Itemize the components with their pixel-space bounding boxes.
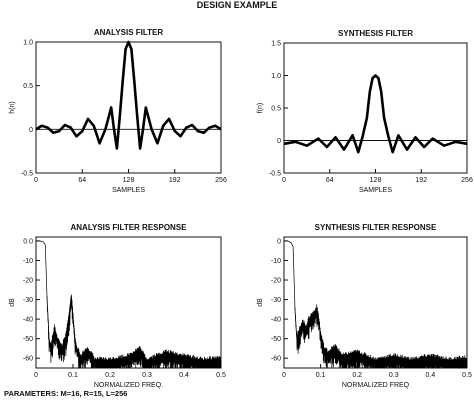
analysis-response-xtick-label: 0.5 — [216, 372, 226, 379]
synthesis-filter-title: SYNTHESIS FILTER — [338, 29, 413, 38]
synthesis-filter-xtick-label: 192 — [415, 177, 427, 184]
synthesis-response-xtick-label: 0.1 — [316, 372, 326, 379]
synthesis-filter-ytick-label: 1.5 — [271, 41, 281, 48]
analysis-response-ytick-label: -10 — [23, 258, 33, 265]
synthesis-response-ytick-label: -30 — [271, 297, 281, 304]
synthesis-response-xtick-label: 0.3 — [389, 372, 399, 379]
analysis-filter-ytick-label: 0.5 — [23, 83, 33, 90]
synthesis-response-ytick-label: -10 — [271, 258, 281, 265]
synthesis-response-frame — [283, 236, 468, 369]
synthesis-response-chart: SYNTHESIS FILTER RESPONSE 0 0.1 0.2 0.3 0.4 0.… — [257, 223, 472, 389]
analysis-response-title: ANALYSIS FILTER RESPONSE — [70, 223, 187, 232]
synthesis-response-series-line — [284, 240, 468, 363]
analysis-response-ytick-label: -60 — [23, 356, 33, 363]
analysis-response-xlabel: NORMALIZED FREQ. — [94, 382, 163, 389]
synthesis-filter-xtick-label: 64 — [326, 177, 334, 184]
analysis-response-xtick-label: 0.3 — [142, 372, 152, 379]
synthesis-filter-ytick-label: 1.0 — [271, 73, 281, 80]
analysis-response-xtick-label: 0 — [34, 372, 38, 379]
analysis-filter-ytick-label: -0.5 — [21, 171, 33, 178]
synthesis-filter-xtick-label: 256 — [461, 177, 473, 184]
analysis-response-xtick-label: 0.4 — [179, 372, 189, 379]
analysis-filter-xlabel: SAMPLES — [112, 187, 145, 194]
analysis-response-ytick-label: -20 — [23, 278, 33, 285]
synthesis-filter-xtick-label: 0 — [282, 177, 286, 184]
synthesis-response-ylabel: dB — [257, 298, 264, 307]
synthesis-filter-series-line — [283, 74, 468, 154]
synthesis-response-xtick-label: 0.5 — [462, 372, 472, 379]
synthesis-response-xtick-label: 0.2 — [352, 372, 362, 379]
synthesis-filter-xtick-label: 128 — [370, 177, 382, 184]
synthesis-filter-xlabel: SAMPLES — [359, 187, 392, 194]
synthesis-response-ytick-label: -60 — [271, 356, 281, 363]
analysis-filter-ytick-label: 1.0 — [23, 40, 33, 47]
analysis-filter-xtick-label: 0 — [34, 177, 38, 184]
synthesis-response-xtick-label: 0.4 — [426, 372, 436, 379]
synthesis-response-xlabel: NORMALIZED FREQ — [342, 382, 410, 389]
synthesis-filter-ylabel: f(n) — [257, 103, 264, 114]
synthesis-filter-frame — [283, 42, 468, 174]
synthesis-response-ytick-label: -40 — [271, 317, 281, 324]
analysis-response-chart: ANALYSIS FILTER RESPONSE 0 0.1 0.2 0.3 0.4 0.5… — [9, 223, 226, 389]
analysis-filter-xtick-label: 128 — [123, 177, 135, 184]
synthesis-filter-ytick-label: 0 — [277, 138, 281, 145]
analysis-filter-series-line — [35, 40, 222, 150]
figure-title: DESIGN EXAMPLE — [197, 0, 278, 10]
synthesis-response-stopband-ripple — [294, 304, 468, 369]
analysis-response-ylabel: dB — [9, 298, 16, 307]
analysis-filter-ylabel: h(n) — [9, 101, 16, 113]
analysis-response-xtick-label: 0.1 — [68, 372, 78, 379]
analysis-filter-frame — [35, 41, 222, 174]
parameters-note: PARAMETERS: M=16, R=15, L=256 — [4, 389, 128, 398]
analysis-filter-xtick-label: 256 — [215, 177, 227, 184]
synthesis-filter-ytick-label: 0.5 — [271, 106, 281, 113]
synthesis-filter-ytick-label: -0.5 — [269, 171, 281, 178]
analysis-filter-xtick-label: 192 — [169, 177, 181, 184]
analysis-filter-title: ANALYSIS FILTER — [94, 28, 164, 37]
synthesis-response-title: SYNTHESIS FILTER RESPONSE — [315, 223, 437, 232]
analysis-response-xtick-label: 0.2 — [105, 372, 115, 379]
analysis-response-ytick-label: 0.0 — [23, 238, 33, 245]
synthesis-response-xtick-label: 0 — [282, 372, 286, 379]
analysis-filter-ytick-label: 0 — [29, 127, 33, 134]
analysis-response-ytick-label: -50 — [23, 336, 33, 343]
synthesis-response-ytick-label: -20 — [271, 278, 281, 285]
analysis-response-ytick-label: -30 — [23, 297, 33, 304]
synthesis-response-ytick-label: 0 — [277, 238, 281, 245]
analysis-filter-xtick-label: 64 — [78, 177, 86, 184]
analysis-response-ytick-label: -40 — [23, 317, 33, 324]
synthesis-response-ytick-label: -50 — [271, 336, 281, 343]
analysis-response-stopband-ripple — [46, 294, 222, 369]
